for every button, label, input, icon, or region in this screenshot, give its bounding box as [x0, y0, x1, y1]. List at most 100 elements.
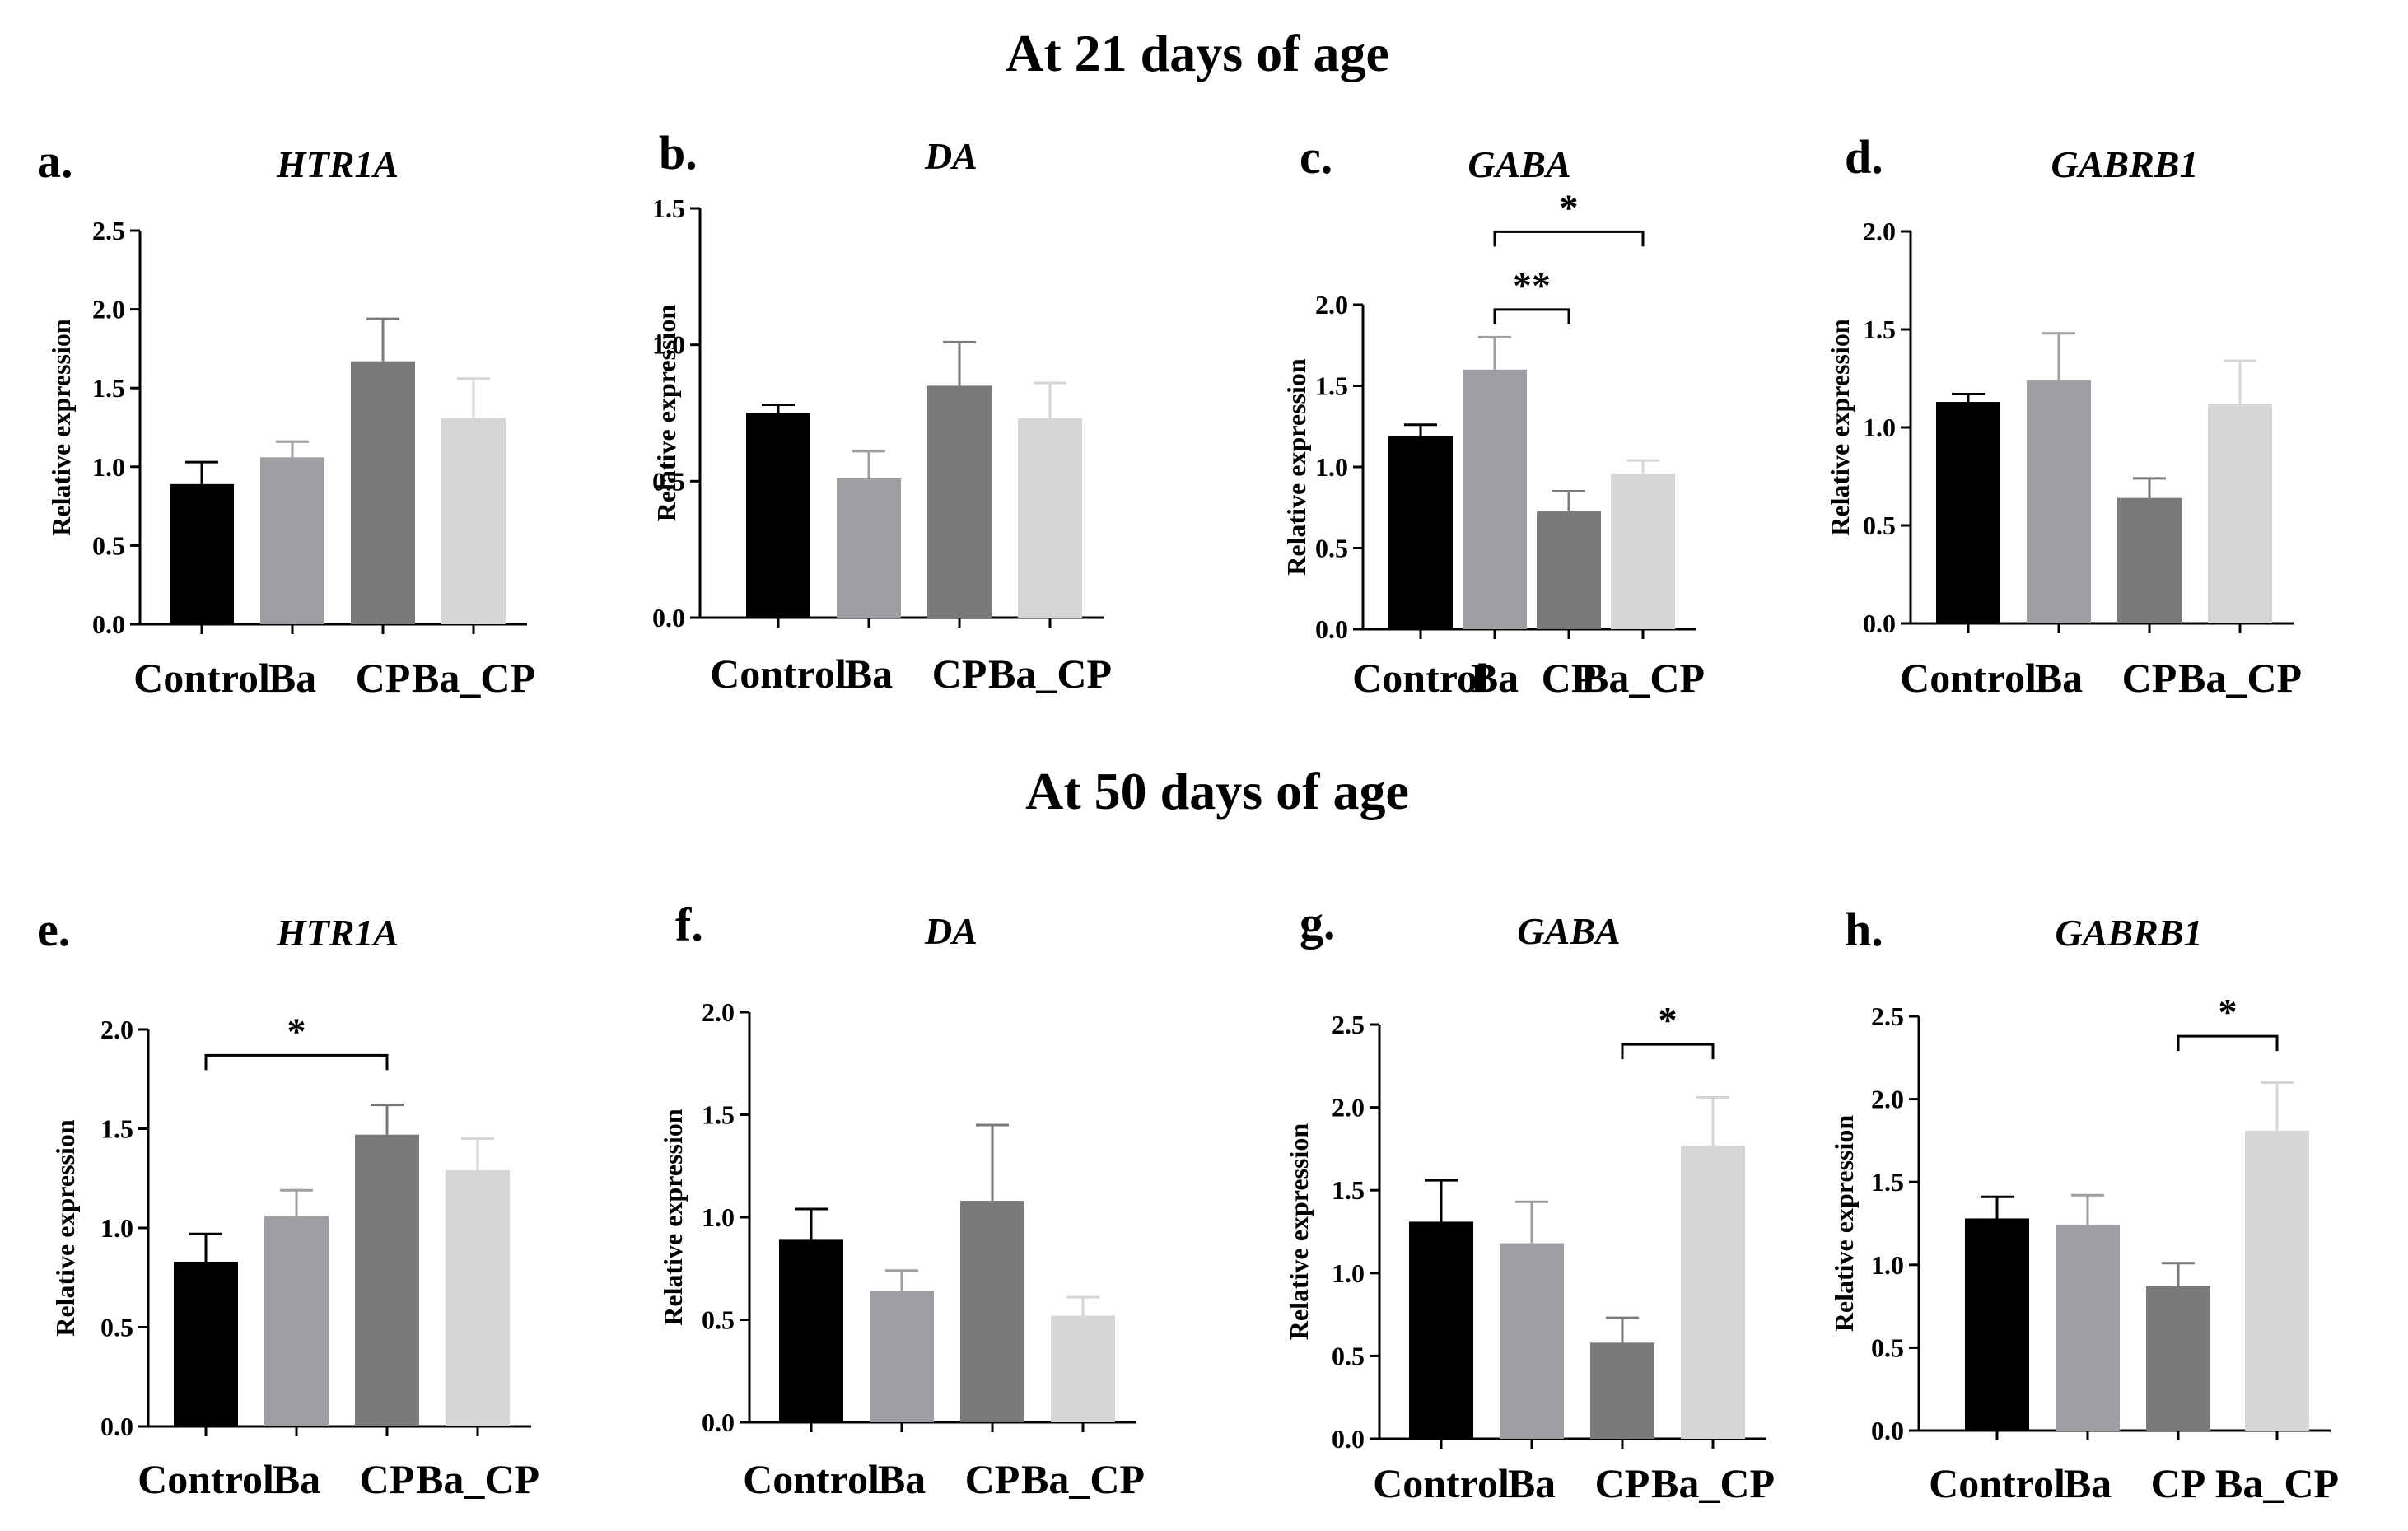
panel-c: c. GABA Relative expression 0.0 0.5 1.0 1.5 2.0… [1281, 130, 1705, 701]
panel-letter: a. [37, 134, 73, 188]
y-tick-label: 1.5 [702, 1100, 735, 1130]
y-tick-label: 1.5 [652, 194, 685, 223]
significance-bracket [1621, 1043, 1715, 1060]
bar [1611, 473, 1675, 629]
significance-label: * [1560, 186, 1579, 228]
x-tick-label: CP [2122, 655, 2177, 701]
panel-letter: g. [1300, 896, 1336, 950]
panel-b: b. DA Relative expression 0.0 0.5 1.0 1.5 Contr… [651, 126, 1112, 697]
y-tick-label: 0.5 [100, 1313, 133, 1342]
y-tick-label: 1.5 [1871, 1167, 1904, 1197]
bar [779, 1239, 843, 1422]
panel-title: DA [924, 135, 978, 177]
y-tick-label: 0.0 [1315, 614, 1348, 644]
x-tick-label: Control [138, 1456, 274, 1502]
x-tick-label: Ba_CP [416, 1456, 539, 1502]
y-tick-label: 0.0 [1332, 1424, 1365, 1454]
y-tick-label: 0.0 [100, 1412, 133, 1441]
y-tick-label: 1.0 [702, 1202, 735, 1232]
x-tick-label: CP [2151, 1460, 2206, 1506]
bar [446, 1170, 510, 1426]
panels: a. HTR1A Relative expression 0.0 0.5 1.0 1.5 2.… [37, 126, 2339, 1506]
y-tick-label: 0.5 [702, 1305, 735, 1335]
panel-title: HTR1A [276, 143, 399, 185]
y-tick-label: 2.5 [92, 216, 125, 245]
significance-bracket [2177, 1034, 2279, 1052]
x-tick-label: Ba [1471, 655, 1519, 701]
x-tick-label: CP [1595, 1460, 1650, 1506]
panel-letter: e. [37, 903, 70, 956]
bar [1936, 402, 2000, 623]
y-axis-label: Relative expression [1284, 1123, 1314, 1341]
y-tick-label: 0.0 [1871, 1416, 1904, 1445]
panel-letter: h. [1845, 903, 1883, 956]
x-tick-label: Control [1929, 1460, 2065, 1506]
x-tick-label: CP [360, 1456, 415, 1502]
panel-letter: c. [1300, 130, 1332, 184]
x-tick-label: Ba [2064, 1460, 2112, 1506]
panel-h: h. GABRB1 Relative expression 0.0 0.5 1.0 1.5 2… [1829, 903, 2339, 1506]
significance-label: * [287, 1010, 306, 1052]
x-tick-label: Ba [845, 651, 893, 697]
bar [837, 478, 901, 618]
y-tick-label: 1.0 [1332, 1258, 1365, 1288]
x-tick-label: CP [356, 655, 411, 701]
bar [1681, 1145, 1745, 1439]
y-axis-label: Relative expression [1829, 1115, 1859, 1333]
x-tick-label: Ba_CP [412, 655, 535, 701]
bar [2245, 1130, 2309, 1431]
y-tick-label: 2.0 [1871, 1085, 1904, 1114]
y-tick-label: 2.0 [1863, 217, 1896, 246]
bar [960, 1201, 1024, 1422]
significance-bracket [1493, 308, 1570, 324]
y-tick-label: 2.0 [1315, 290, 1348, 320]
x-tick-label: Ba_CP [1021, 1456, 1145, 1502]
x-tick-label: Control [743, 1456, 880, 1502]
y-axis-label: Relative expression [46, 319, 76, 536]
bar [355, 1134, 419, 1426]
bar [1537, 511, 1601, 629]
panel-title: GABRB1 [2051, 143, 2199, 185]
x-tick-label: Ba_CP [1651, 1460, 1775, 1506]
panel-g: g. GABA Relative expression 0.0 0.5 1.0 1.5 2.0… [1284, 896, 1775, 1506]
y-tick-label: 0.5 [1315, 534, 1348, 563]
panel-title: DA [924, 910, 978, 952]
bar [1018, 418, 1082, 618]
significance-label: ** [1513, 264, 1551, 306]
panel-a: a. HTR1A Relative expression 0.0 0.5 1.0 1.5 2.… [37, 134, 535, 701]
x-tick-label: Ba [273, 1456, 320, 1502]
y-tick-label: 0.0 [652, 603, 685, 632]
top-section-title: At 21 days of age [1006, 24, 1389, 82]
x-tick-label: Control [1373, 1460, 1510, 1506]
panel-d: d. GABRB1 Relative expression 0.0 0.5 1.0 1.5 2… [1825, 130, 2302, 701]
panel-letter: b. [659, 126, 698, 180]
y-tick-label: 1.5 [1332, 1175, 1365, 1205]
y-tick-label: 2.0 [1332, 1093, 1365, 1123]
bar [2208, 404, 2272, 623]
y-axis-label: Relative expression [1281, 358, 1311, 576]
significance-label: * [2219, 991, 2238, 1033]
x-tick-label: Ba [268, 655, 316, 701]
panel-letter: f. [675, 898, 703, 951]
y-axis-label: Relative expression [658, 1109, 688, 1326]
x-tick-label: Ba_CP [2215, 1460, 2339, 1506]
bar [1965, 1218, 2029, 1431]
y-tick-label: 0.5 [1863, 511, 1896, 540]
bar [1500, 1243, 1564, 1439]
x-tick-label: Control [1352, 655, 1489, 701]
y-tick-label: 1.0 [100, 1213, 133, 1243]
bar [1388, 436, 1453, 629]
bottom-section-title: At 50 days of age [1025, 762, 1409, 820]
y-tick-label: 2.0 [92, 295, 125, 324]
bar [260, 457, 324, 624]
y-tick-label: 1.5 [1315, 371, 1348, 401]
bar [351, 361, 415, 624]
bar [1463, 369, 1527, 629]
bar [1590, 1342, 1654, 1439]
panel-f: f. DA Relative expression 0.0 0.5 1.0 1.5 2.0 Co… [658, 898, 1145, 1502]
y-tick-label: 0.5 [652, 466, 685, 496]
y-tick-label: 1.0 [1315, 452, 1348, 482]
y-tick-label: 0.0 [92, 609, 125, 639]
y-axis-label: Relative expression [50, 1119, 80, 1337]
bar [927, 385, 992, 618]
